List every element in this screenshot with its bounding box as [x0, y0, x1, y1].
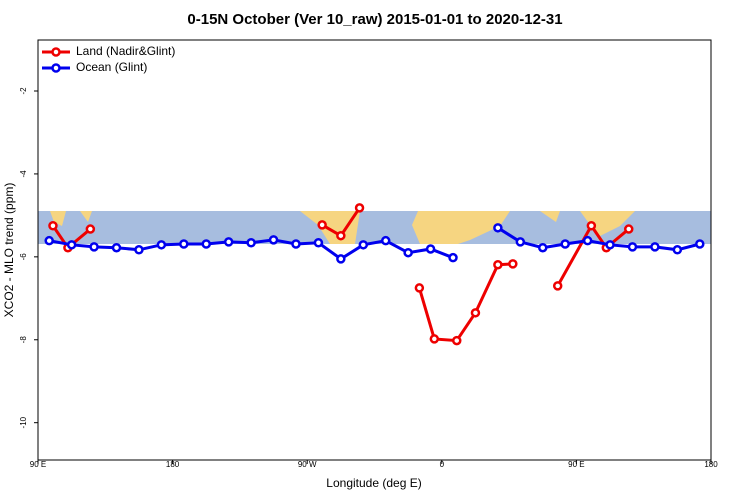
point	[313, 237, 324, 248]
point	[627, 242, 638, 252]
plot-frame	[37, 39, 712, 461]
point	[179, 239, 189, 249]
point	[336, 254, 346, 264]
point	[586, 220, 597, 231]
x-tick-label: 90 W	[298, 460, 317, 469]
point	[354, 203, 365, 213]
legend-marker	[51, 47, 61, 57]
point	[695, 239, 705, 249]
point	[89, 242, 99, 252]
point	[493, 223, 503, 233]
x-axis-label: Longitude (deg E)	[326, 476, 421, 490]
point	[156, 240, 167, 250]
point	[470, 308, 481, 318]
chart-title: 0-15N October (Ver 10_raw) 2015-01-01 to…	[187, 11, 562, 28]
point	[623, 224, 634, 234]
legend-marker	[51, 63, 61, 73]
y-tick-label: -4	[19, 170, 28, 178]
point	[268, 235, 279, 245]
point	[582, 235, 593, 246]
point	[358, 240, 369, 250]
x-tick-label: 90 E	[30, 460, 46, 469]
point	[452, 335, 462, 346]
point	[493, 259, 503, 270]
legend: Land (Nadir&Glint) Ocean (Glint)	[42, 44, 175, 74]
point	[44, 235, 54, 246]
y-tick-label: -6	[19, 253, 28, 261]
x-tick-label: 90 E	[568, 460, 584, 469]
y-tick-label: -2	[19, 87, 28, 95]
point	[48, 220, 58, 231]
legend-label: Land (Nadir&Glint)	[76, 44, 175, 58]
x-tick-label: 0	[440, 460, 445, 469]
point	[111, 242, 122, 253]
point	[650, 242, 660, 252]
point	[672, 245, 683, 255]
point	[85, 224, 96, 234]
point	[246, 237, 256, 248]
point	[515, 237, 526, 247]
point	[201, 239, 211, 249]
point	[448, 252, 458, 263]
point	[291, 239, 301, 249]
x-tick-label: 180	[704, 460, 718, 469]
point	[508, 259, 518, 269]
y-tick-label: -8	[19, 336, 28, 344]
point	[66, 240, 77, 250]
point	[223, 237, 234, 247]
point	[317, 220, 327, 230]
point	[429, 334, 440, 344]
point	[336, 230, 346, 241]
point	[605, 240, 615, 250]
point	[380, 235, 391, 246]
point	[538, 242, 548, 253]
point	[560, 239, 570, 249]
legend-label: Ocean (Glint)	[76, 60, 147, 74]
point	[134, 245, 144, 255]
point	[403, 247, 413, 258]
x-tick-label: 180	[166, 460, 180, 469]
point	[425, 244, 436, 254]
point	[552, 281, 563, 291]
map-background	[38, 211, 711, 244]
y-axis-label: XCO2 - MLO trend (ppm)	[2, 183, 16, 318]
point	[414, 283, 425, 293]
y-tick-label: -10	[19, 416, 28, 428]
